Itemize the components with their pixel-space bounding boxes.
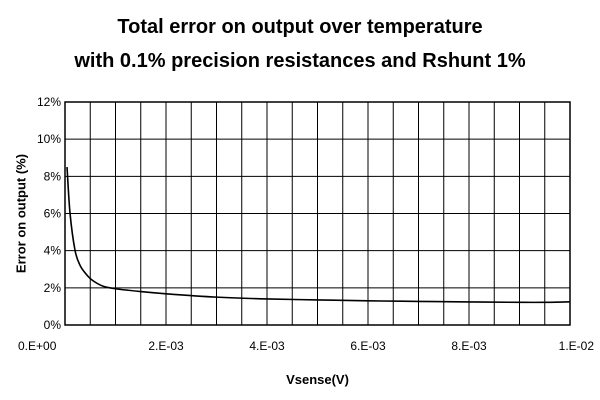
plot-frame bbox=[64, 101, 571, 326]
x-tick-label: 6.E-03 bbox=[350, 339, 386, 353]
x-tick-label: 8.E-03 bbox=[451, 339, 487, 353]
y-axis-label: Error on output (%) bbox=[13, 154, 28, 273]
y-tick-label: 12% bbox=[37, 95, 61, 109]
chart-title-line2: with 0.1% precision resistances and Rshu… bbox=[74, 50, 526, 72]
grid-lines bbox=[65, 102, 570, 325]
y-tick-label: 8% bbox=[44, 169, 62, 183]
y-tick-label: 0% bbox=[44, 318, 62, 332]
series-layer bbox=[66, 166, 571, 304]
x-axis-label: Vsense(V) bbox=[286, 372, 349, 387]
chart-title-line1: Total error on output over temperature bbox=[117, 16, 483, 38]
y-tick-labels: 0% 2% 4% 6% 8% 10% 12% bbox=[37, 95, 61, 332]
x-tick-label: 2.E-03 bbox=[148, 339, 184, 353]
y-tick-label: 2% bbox=[44, 281, 62, 295]
y-tick-label: 4% bbox=[44, 244, 62, 258]
y-tick-label: 6% bbox=[44, 207, 62, 221]
x-tick-label: 0.E+00 bbox=[18, 339, 57, 353]
x-tick-labels: 0.E+00 2.E-03 4.E-03 6.E-03 8.E-03 1.E-02 bbox=[18, 339, 594, 353]
x-tick-label: 4.E-03 bbox=[249, 339, 285, 353]
x-tick-label: 1.E-02 bbox=[559, 339, 595, 353]
y-tick-label: 10% bbox=[37, 132, 61, 146]
series-line bbox=[66, 166, 571, 304]
